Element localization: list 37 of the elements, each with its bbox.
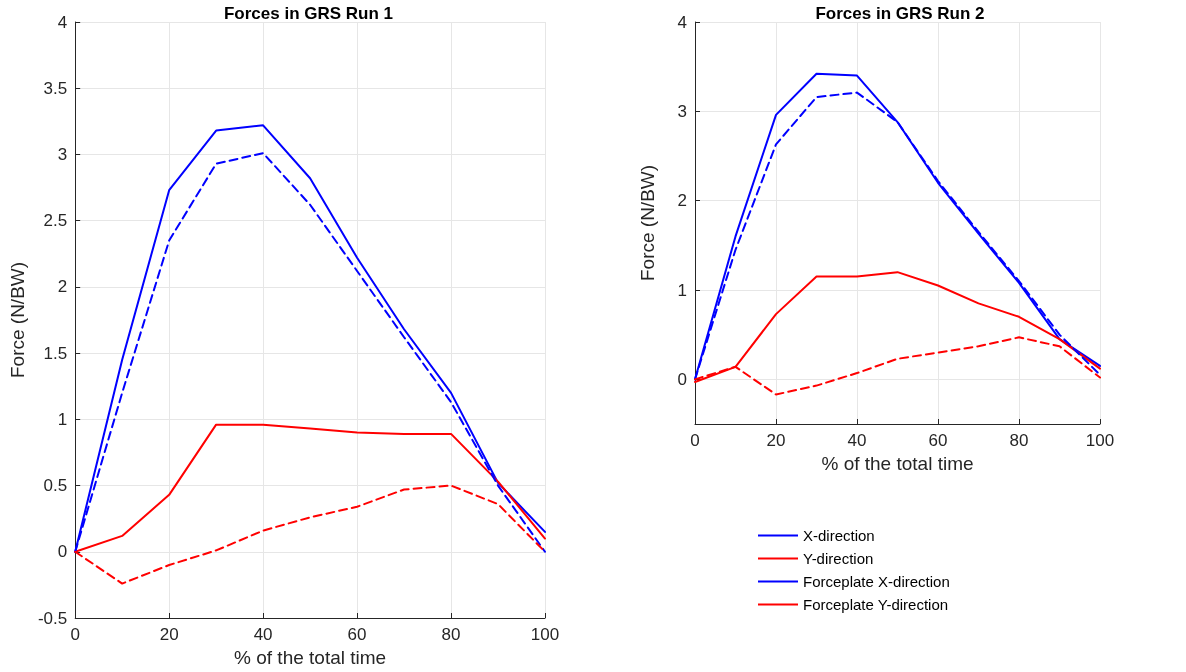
y-tick-label: 2 [57,277,68,297]
chart-title: Forces in GRS Run 1 [223,4,394,23]
y-tick-label: 0 [57,542,68,562]
y-tick-label: 3 [57,144,68,164]
y-tick-label: 1 [677,280,687,300]
y-tick-label: 0 [677,369,687,389]
x-tick-label: 100 [1085,431,1115,450]
y-tick-label: -0.5 [37,608,68,628]
x-tick-label: 80 [441,625,461,644]
y-tick-label: 3.5 [43,78,68,98]
x-axis-title: % of the total time [234,647,387,668]
y-tick-label: 1 [57,409,68,429]
x-tick-label: 0 [690,431,700,450]
y-axis-title: Force (N/BW) [7,261,28,379]
legend-label: Forceplate Y-direction [803,596,949,613]
x-tick-label: 40 [847,431,867,450]
x-tick-label: 40 [253,625,273,644]
x-axis-title: % of the total time [821,453,974,474]
y-tick-label: 3 [677,101,687,121]
x-tick-label: 0 [70,625,80,644]
x-tick-label: 80 [1009,431,1029,450]
x-tick-label: 60 [928,431,948,450]
y-tick-label: 4 [677,12,687,32]
y-tick-label: 4 [57,12,68,32]
chart-title: Forces in GRS Run 2 [815,4,985,23]
y-tick-label: 1.5 [43,343,68,363]
x-tick-label: 20 [766,431,786,450]
x-tick-label: 60 [347,625,367,644]
legend-label: Forceplate X-direction [803,573,950,590]
legend-label: X-direction [803,527,875,544]
legend-label: Y-direction [803,550,874,567]
x-tick-label: 20 [159,625,179,644]
y-tick-label: 2 [677,191,687,211]
x-tick-label: 100 [530,625,560,644]
y-tick-label: 0.5 [43,476,68,496]
y-axis-title: Force (N/BW) [637,164,658,282]
y-tick-label: 2.5 [43,211,68,231]
